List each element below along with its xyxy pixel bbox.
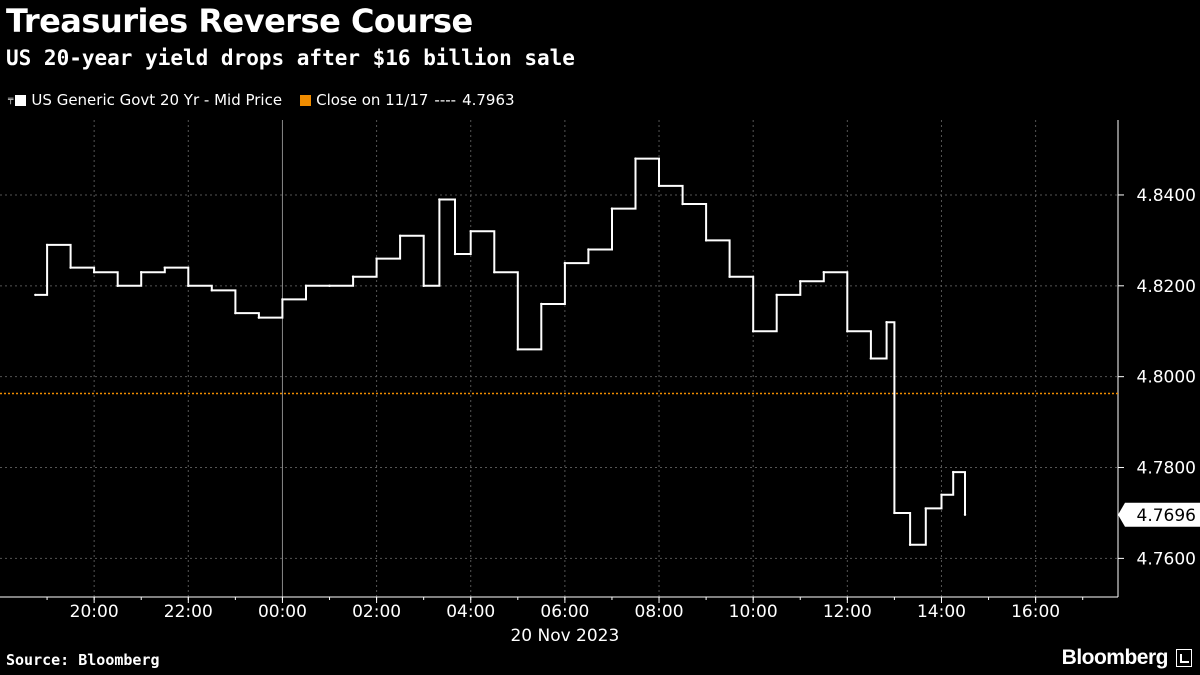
data-point [728, 275, 731, 278]
data-point [940, 493, 943, 496]
data-point [516, 348, 520, 351]
data-point [751, 330, 755, 333]
legend-value-reference: 4.7963 [462, 91, 515, 109]
data-point [45, 243, 49, 247]
legend-swatch-series [15, 94, 27, 106]
data-point [493, 270, 496, 274]
chart-subtitle: US 20-year yield drops after $16 billion… [6, 46, 575, 70]
data-point [398, 234, 402, 238]
data-point [822, 270, 825, 274]
data-point [69, 266, 72, 269]
last-value-badge [1118, 502, 1200, 527]
legend-item-reference: Close on 11/17 ---- 4.7963 [300, 91, 515, 109]
data-point [92, 270, 96, 274]
series-line [35, 157, 966, 546]
y-tick-label: 4.8000 [1137, 368, 1196, 388]
legend-label-reference: Close on 11/17 [316, 91, 429, 109]
brand-wordmark: Bloomberg [1061, 646, 1169, 669]
data-point [799, 280, 802, 283]
y-tick-label: 4.7600 [1137, 549, 1196, 569]
data-point [281, 298, 284, 301]
source-note: Source: Bloomberg [6, 651, 160, 669]
x-tick-label: 04:00 [446, 602, 495, 622]
data-point [163, 266, 166, 269]
data-point [453, 252, 457, 256]
x-tick-label: 08:00 [635, 602, 684, 622]
x-tick-label: 00:00 [258, 602, 307, 622]
legend-item-series: ╤ US Generic Govt 20 Yr - Mid Price [8, 91, 282, 109]
yield-chart: 4.7600 4.7800 4.8000 4.8200 4.8400 20:00 22:00… [0, 120, 1200, 646]
y-tick-label: 4.8400 [1137, 186, 1196, 206]
data-point [438, 198, 441, 201]
x-tick-label: 12:00 [823, 602, 872, 622]
data-point [210, 289, 214, 292]
data-point [187, 284, 190, 288]
data-point [257, 316, 261, 319]
y-tick-label: 4.7800 [1137, 459, 1196, 479]
last-value-label: 4.7696 [1137, 506, 1196, 526]
data-point [681, 202, 684, 206]
data-point [34, 293, 37, 297]
x-tick-label: 06:00 [540, 602, 589, 622]
y-tick-label: 4.8200 [1137, 277, 1196, 297]
data-point [563, 261, 567, 265]
x-tick-label: 02:00 [352, 602, 401, 622]
data-point [422, 284, 425, 288]
x-tick-label: 16:00 [1011, 602, 1060, 622]
data-point [704, 239, 708, 242]
data-point [610, 207, 614, 210]
data-point [846, 330, 849, 333]
data-point [587, 248, 590, 251]
data-point [328, 284, 331, 288]
x-tick-label: 20:00 [70, 602, 119, 622]
legend-swatch-reference [300, 94, 312, 106]
bloomberg-chart-icon [1176, 649, 1192, 667]
x-tick-label: 22:00 [164, 602, 213, 622]
data-point [885, 320, 888, 324]
data-point [775, 293, 778, 297]
data-point [469, 230, 472, 233]
data-point [908, 543, 912, 546]
x-tick-label: 10:00 [729, 602, 778, 622]
data-point [140, 270, 143, 274]
data-point [116, 284, 119, 288]
data-point [952, 470, 955, 474]
data-point [351, 275, 355, 278]
data-point [924, 507, 927, 510]
data-point [540, 302, 543, 306]
data-point [634, 157, 637, 160]
data-point [234, 311, 237, 315]
candle-icon: ╤ [8, 95, 14, 105]
x-date-label: 20 Nov 2023 [510, 626, 619, 646]
legend-separator: ---- [434, 91, 457, 109]
legend: ╤ US Generic Govt 20 Yr - Mid Price Clos… [8, 91, 533, 109]
data-point [375, 257, 378, 260]
chart-title: Treasuries Reverse Course [6, 2, 473, 40]
data-point [893, 511, 896, 515]
legend-label-series: US Generic Govt 20 Yr - Mid Price [31, 91, 283, 109]
data-point [304, 284, 308, 288]
data-point [869, 357, 873, 360]
x-tick-label: 14:00 [917, 602, 966, 622]
data-point [963, 513, 967, 516]
data-point [657, 184, 661, 188]
